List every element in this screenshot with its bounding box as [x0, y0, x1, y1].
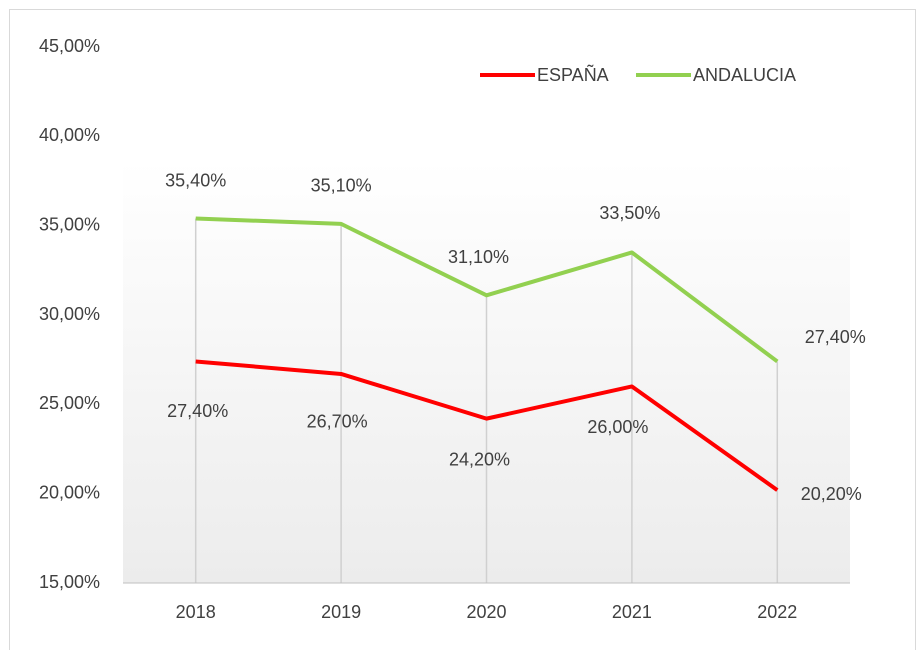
- data-label: 26,00%: [587, 417, 648, 437]
- series-line: [195, 216, 779, 364]
- y-tick-label: 45,00%: [39, 36, 100, 56]
- y-tick-label: 15,00%: [39, 572, 100, 592]
- x-tick-label: 2020: [466, 602, 506, 622]
- data-label: 35,40%: [165, 170, 226, 190]
- data-label: 24,20%: [449, 449, 510, 469]
- y-tick-label: 35,00%: [39, 214, 100, 234]
- chart-border: [9, 9, 916, 650]
- x-tick-label: 2021: [612, 602, 652, 622]
- x-tick-label: 2018: [176, 602, 216, 622]
- data-label: 33,50%: [599, 203, 660, 223]
- legend-label: ANDALUCIA: [693, 65, 796, 85]
- legend-label: ESPAÑA: [537, 64, 609, 85]
- data-label: 27,40%: [167, 401, 228, 421]
- x-tick-label: 2022: [757, 602, 797, 622]
- x-tick-label: 2019: [321, 602, 361, 622]
- data-label: 35,10%: [311, 176, 372, 196]
- series-line: [195, 359, 779, 492]
- data-label: 26,70%: [307, 412, 368, 432]
- y-tick-label: 20,00%: [39, 482, 100, 502]
- y-tick-label: 40,00%: [39, 125, 100, 145]
- data-label: 31,10%: [448, 247, 509, 267]
- data-label: 20,20%: [801, 484, 862, 504]
- y-tick-label: 30,00%: [39, 304, 100, 324]
- y-tick-label: 25,00%: [39, 393, 100, 413]
- data-label: 27,40%: [805, 327, 866, 347]
